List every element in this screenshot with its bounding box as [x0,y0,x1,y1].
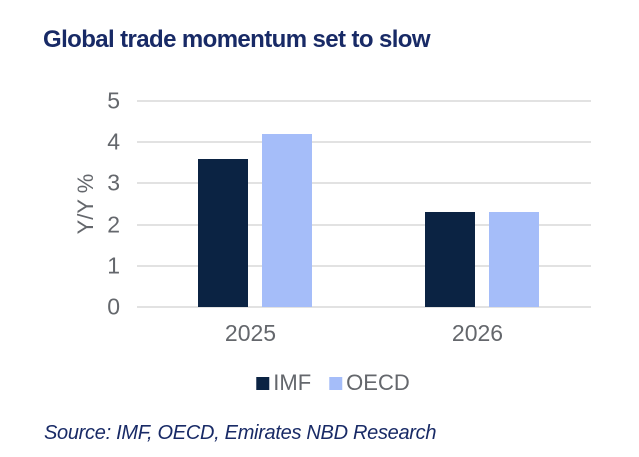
legend-label-oecd: OECD [346,370,410,395]
gridline-5 [137,100,591,102]
gridline-2 [137,223,591,226]
chart-title: Global trade momentum set to slow [43,26,431,53]
legend-swatch-imf [256,376,270,390]
gridline-1 [137,264,591,267]
y-tick-label-0: 0 [107,293,120,320]
legend: IMF OECD [256,372,410,394]
bar-oecd-2026 [488,212,539,307]
legend-label-imf: IMF [273,370,312,395]
bar-oecd-2025 [261,133,312,307]
plot-area [137,100,591,308]
bar-imf-2026 [424,212,475,307]
y-tick-label-4: 4 [107,128,120,155]
gridline-0 [137,306,591,308]
y-tick-label-5: 5 [107,87,120,114]
source-note: Source: IMF, OECD, Emirates NBD Research [44,422,437,444]
bar-imf-2025 [197,158,248,307]
legend-swatch-oecd [329,376,343,390]
legend-item-oecd: OECD [329,372,410,394]
gridline-4 [137,141,591,144]
y-tick-label-3: 3 [107,169,120,196]
y-axis-tick-labels: 0 1 2 3 4 5 [0,89,120,318]
x-tick-label-2025: 2025 [224,320,277,346]
x-tick-label-2026: 2026 [451,320,504,346]
x-axis-tick-labels: 2025 2026 [137,322,591,345]
legend-item-imf: IMF [256,372,311,394]
gridline-3 [137,182,591,185]
y-tick-label-1: 1 [107,252,120,279]
y-tick-label-2: 2 [107,211,120,238]
